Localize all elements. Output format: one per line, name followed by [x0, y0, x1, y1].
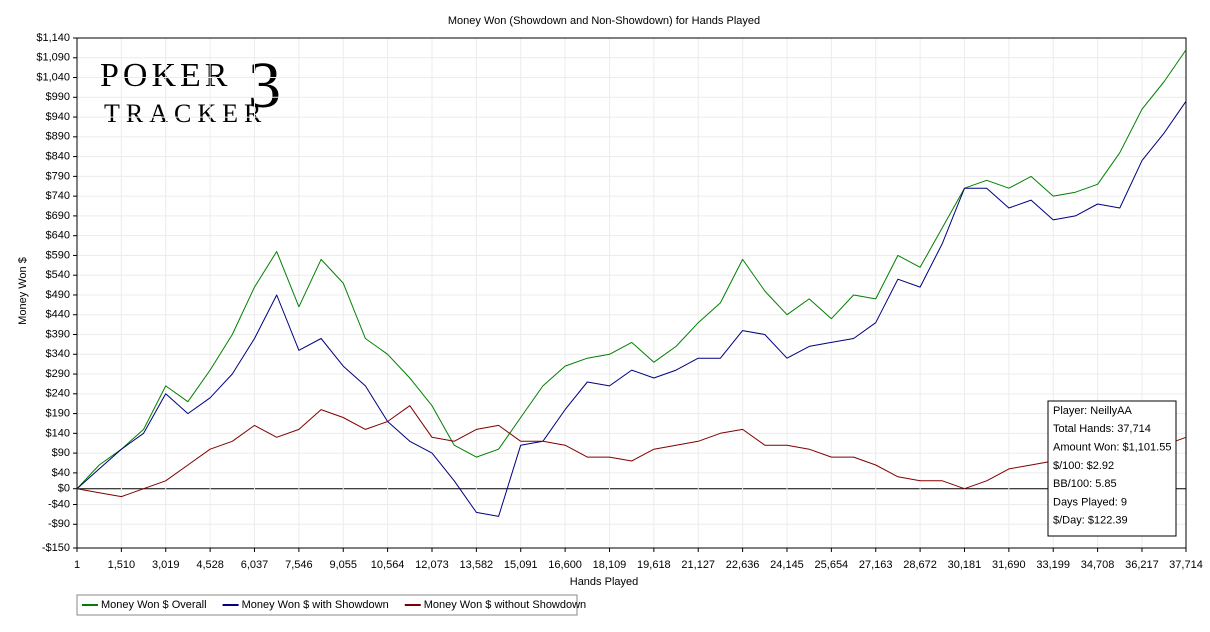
legend-label: Money Won $ without Showdown — [424, 599, 586, 611]
y-tick-label: $290 — [46, 368, 70, 380]
x-axis-label: Hands Played — [570, 576, 639, 588]
x-tick-label: 33,199 — [1036, 559, 1070, 571]
y-tick-label: -$90 — [48, 518, 70, 530]
y-tick-label: $640 — [46, 230, 70, 242]
y-tick-label: $1,140 — [36, 32, 70, 44]
x-tick-label: 4,528 — [196, 559, 224, 571]
stats-line: Amount Won: $1,101.55 — [1053, 442, 1171, 454]
y-tick-label: $390 — [46, 328, 70, 340]
x-tick-label: 1,510 — [108, 559, 136, 571]
x-tick-label: 25,654 — [815, 559, 849, 571]
x-tick-label: 21,127 — [681, 559, 715, 571]
x-tick-label: 13,582 — [460, 559, 494, 571]
x-tick-label: 9,055 — [329, 559, 357, 571]
x-tick-label: 27,163 — [859, 559, 893, 571]
y-tick-label: $40 — [52, 467, 70, 479]
stats-line: Player: NeillyAA — [1053, 405, 1133, 417]
x-tick-label: 10,564 — [371, 559, 405, 571]
x-tick-label: 31,690 — [992, 559, 1026, 571]
y-tick-label: $790 — [46, 170, 70, 182]
y-axis-label: Money Won $ — [17, 257, 29, 325]
x-tick-label: 30,181 — [948, 559, 982, 571]
y-tick-label: $1,090 — [36, 52, 70, 64]
watermark: TRACKER — [104, 99, 267, 128]
stats-line: BB/100: 5.85 — [1053, 478, 1117, 490]
stats-line: $/Day: $122.39 — [1053, 515, 1128, 527]
y-tick-label: $1,040 — [36, 71, 70, 83]
x-tick-label: 15,091 — [504, 559, 538, 571]
y-tick-label: $740 — [46, 190, 70, 202]
y-tick-label: $590 — [46, 249, 70, 261]
x-tick-label: 16,600 — [548, 559, 582, 571]
y-tick-label: $440 — [46, 309, 70, 321]
x-tick-label: 34,708 — [1081, 559, 1115, 571]
stats-line: $/100: $2.92 — [1053, 460, 1114, 472]
x-tick-label: 22,636 — [726, 559, 760, 571]
x-tick-label: 7,546 — [285, 559, 313, 571]
y-tick-label: $540 — [46, 269, 70, 281]
x-tick-label: 18,109 — [593, 559, 627, 571]
legend — [76, 594, 578, 616]
y-tick-label: $90 — [52, 447, 70, 459]
stats-line: Total Hands: 37,714 — [1053, 423, 1151, 435]
x-tick-label: 37,714 — [1169, 559, 1203, 571]
y-tick-label: $340 — [46, 348, 70, 360]
y-tick-label: $140 — [46, 427, 70, 439]
plot-border — [76, 37, 1187, 549]
series-line — [76, 405, 1187, 498]
x-tick-label: 24,145 — [770, 559, 804, 571]
x-tick-label: 12,073 — [415, 559, 449, 571]
y-tick-label: $0 — [58, 483, 70, 495]
y-tick-label: $490 — [46, 289, 70, 301]
y-tick-label: $240 — [46, 388, 70, 400]
series-line — [76, 49, 1187, 490]
watermark: 3 — [248, 49, 281, 122]
x-tick-label: 1 — [74, 559, 80, 571]
x-tick-label: 19,618 — [637, 559, 671, 571]
x-tick-label: 28,672 — [903, 559, 937, 571]
y-tick-label: $690 — [46, 210, 70, 222]
x-tick-label: 6,037 — [241, 559, 269, 571]
y-tick-label: $990 — [46, 91, 70, 103]
y-tick-label: $940 — [46, 111, 70, 123]
legend-label: Money Won $ with Showdown — [242, 599, 389, 611]
y-tick-label: -$40 — [48, 498, 70, 510]
stats-line: Days Played: 9 — [1053, 496, 1127, 508]
y-tick-label: -$150 — [42, 542, 70, 554]
legend-label: Money Won $ Overall — [101, 599, 207, 611]
x-tick-label: 36,217 — [1125, 559, 1159, 571]
y-tick-label: $840 — [46, 151, 70, 163]
stats-box — [1047, 400, 1177, 537]
x-tick-label: 3,019 — [152, 559, 180, 571]
y-tick-label: $190 — [46, 407, 70, 419]
series-line — [76, 101, 1187, 517]
y-tick-label: $890 — [46, 131, 70, 143]
chart-title: Money Won (Showdown and Non-Showdown) fo… — [448, 15, 760, 27]
